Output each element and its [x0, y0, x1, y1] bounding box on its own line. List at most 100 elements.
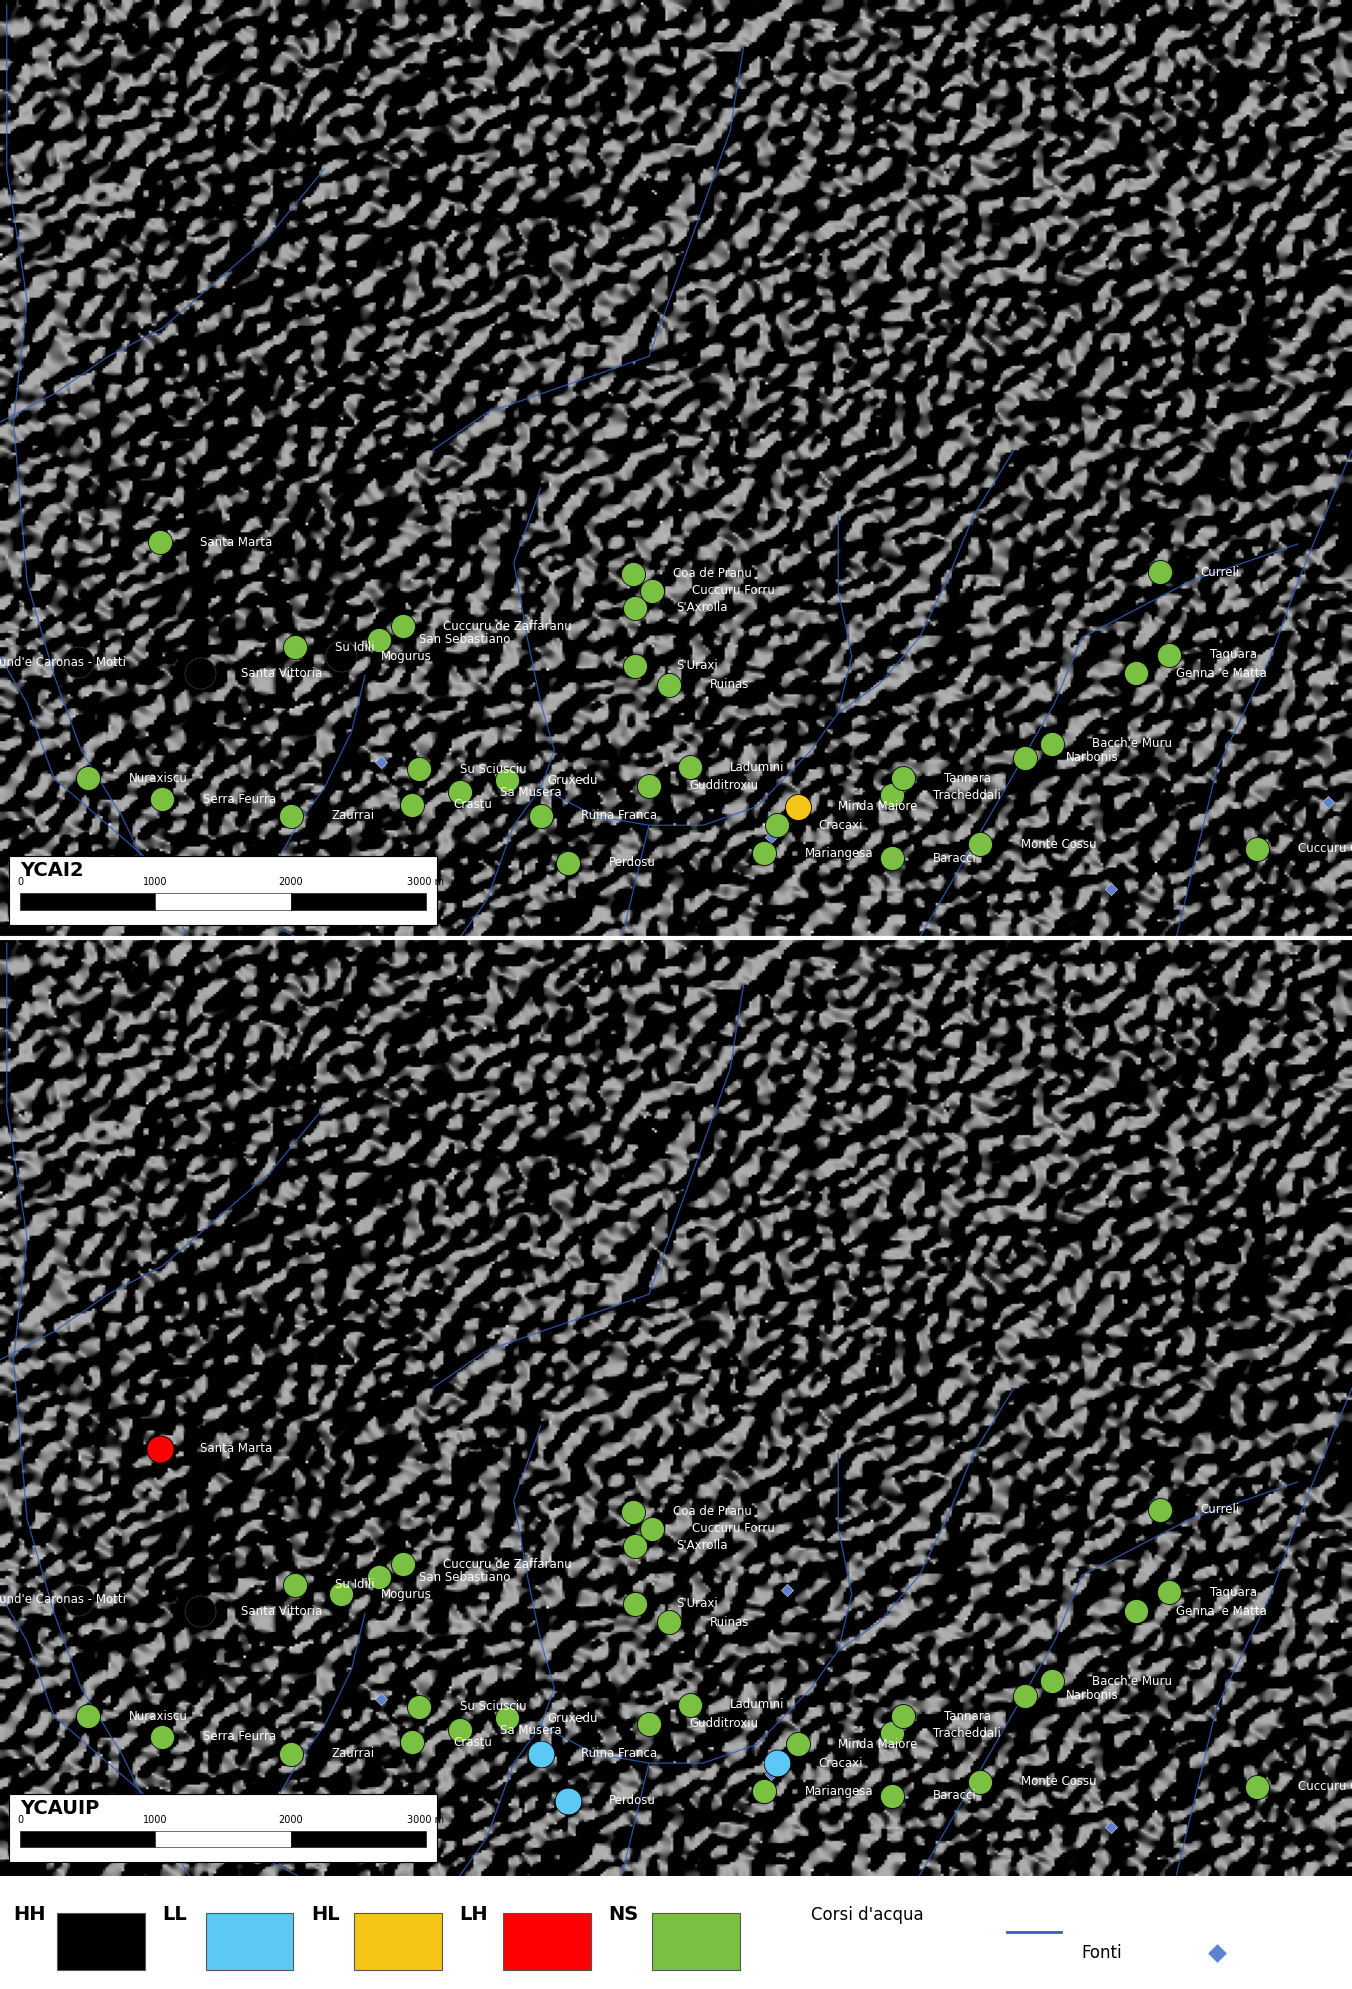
- Text: Cuccuru Forru: Cuccuru Forru: [692, 585, 775, 597]
- Text: Sa Musera: Sa Musera: [500, 786, 562, 800]
- Text: HL: HL: [311, 1905, 339, 1923]
- Point: [625, 1587, 646, 1619]
- Text: Nuraxiscu: Nuraxiscu: [128, 1711, 188, 1722]
- Point: [284, 1569, 306, 1601]
- Text: Taquara: Taquara: [1210, 1585, 1257, 1599]
- Text: Mariangesa: Mariangesa: [804, 1784, 873, 1798]
- Text: Tannara: Tannara: [944, 772, 991, 786]
- Point: [679, 1689, 700, 1720]
- Text: Taquara: Taquara: [1210, 648, 1257, 660]
- Text: Monte Cossu: Monte Cossu: [1021, 1776, 1096, 1788]
- Point: [753, 837, 775, 869]
- Point: [370, 746, 392, 778]
- Text: Genna 'e Matta: Genna 'e Matta: [1176, 666, 1267, 680]
- Text: Zaurrai: Zaurrai: [331, 810, 375, 821]
- Point: [68, 1583, 89, 1615]
- Text: 3000 m: 3000 m: [407, 1816, 445, 1826]
- Text: Ruinas: Ruinas: [710, 678, 749, 690]
- Point: [1159, 638, 1180, 670]
- Text: Narbonis: Narbonis: [1065, 752, 1118, 764]
- Text: Bacch'e Muru: Bacch'e Muru: [1092, 738, 1172, 750]
- Point: [1125, 1595, 1146, 1627]
- Text: Cuccuru de Zaffaranu: Cuccuru de Zaffaranu: [443, 1557, 572, 1571]
- Bar: [57, 1913, 145, 1971]
- Point: [449, 776, 470, 808]
- Point: [189, 1595, 211, 1627]
- Text: Ladumini: Ladumini: [730, 1699, 784, 1711]
- Text: Ruina Franca: Ruina Franca: [581, 810, 657, 821]
- Text: S'Uraxi: S'Uraxi: [676, 1597, 718, 1611]
- Point: [1149, 1494, 1171, 1526]
- Text: Tannara: Tannara: [944, 1711, 991, 1722]
- Point: [408, 754, 430, 786]
- Text: Baracci: Baracci: [933, 1790, 976, 1802]
- Point: [496, 764, 518, 796]
- Point: [622, 1496, 644, 1528]
- Text: Narbonis: Narbonis: [1065, 1689, 1118, 1703]
- Point: [496, 1703, 518, 1734]
- Point: [625, 593, 646, 625]
- Text: Mariangesa: Mariangesa: [804, 847, 873, 859]
- Text: Minda Maiore: Minda Maiore: [838, 1738, 918, 1750]
- Point: [330, 640, 352, 672]
- Text: Gruxedu: Gruxedu: [548, 774, 598, 788]
- Point: [760, 821, 781, 853]
- Point: [77, 762, 99, 794]
- Point: [392, 1547, 414, 1579]
- Bar: [20, 893, 155, 909]
- Point: [679, 752, 700, 784]
- Bar: [9, 855, 437, 925]
- Point: [658, 668, 680, 700]
- Point: [149, 1432, 170, 1464]
- Point: [760, 1758, 781, 1790]
- Point: [622, 559, 644, 591]
- Point: [882, 780, 903, 812]
- Text: HH: HH: [14, 1905, 46, 1923]
- Text: Cuccuru Casu: Cuccuru Casu: [1298, 1780, 1352, 1792]
- Point: [68, 646, 89, 678]
- Point: [1149, 557, 1171, 589]
- Text: S'Axrolla: S'Axrolla: [676, 1539, 727, 1551]
- Point: [638, 1709, 660, 1740]
- Point: [658, 1607, 680, 1639]
- Point: [557, 847, 579, 879]
- Bar: [155, 893, 291, 909]
- Text: 3000 m: 3000 m: [407, 877, 445, 887]
- Text: Ruina Franca: Ruina Franca: [581, 1746, 657, 1760]
- Text: 0: 0: [18, 877, 23, 887]
- Point: [776, 1573, 798, 1605]
- Bar: [652, 1913, 740, 1971]
- Point: [767, 810, 788, 841]
- Text: LH: LH: [460, 1905, 488, 1923]
- Point: [284, 631, 306, 662]
- Point: [1041, 1665, 1063, 1697]
- Text: Su Idili: Su Idili: [335, 1579, 375, 1591]
- Text: Cuccuru Casu: Cuccuru Casu: [1298, 841, 1352, 855]
- Point: [1317, 786, 1338, 817]
- Text: Ladumini: Ladumini: [730, 760, 784, 774]
- Bar: [20, 1830, 155, 1848]
- Text: Gudditroxiu: Gudditroxiu: [690, 780, 758, 792]
- Point: [787, 790, 808, 821]
- Point: [330, 1579, 352, 1611]
- Point: [280, 800, 301, 831]
- Text: Minda Maiore: Minda Maiore: [838, 800, 918, 814]
- Text: NS: NS: [608, 1905, 638, 1923]
- Text: Cracaxi: Cracaxi: [818, 819, 863, 831]
- Text: Su Sciusciu: Su Sciusciu: [460, 762, 526, 776]
- Text: Fonti: Fonti: [1082, 1943, 1122, 1961]
- Text: Cuccuru Forru: Cuccuru Forru: [692, 1522, 775, 1536]
- Point: [392, 611, 414, 642]
- Text: Bacch'e Muru: Bacch'e Muru: [1092, 1675, 1172, 1689]
- Point: [969, 827, 991, 859]
- Point: [1101, 873, 1122, 905]
- Point: [1014, 742, 1036, 774]
- Point: [370, 1683, 392, 1715]
- Text: Mogurus: Mogurus: [381, 1587, 433, 1601]
- Point: [149, 527, 170, 559]
- Point: [641, 1514, 662, 1545]
- Point: [753, 1776, 775, 1808]
- Text: S'Axrolla: S'Axrolla: [676, 601, 727, 615]
- Point: [641, 575, 662, 607]
- Text: Sa Musera: Sa Musera: [500, 1724, 562, 1736]
